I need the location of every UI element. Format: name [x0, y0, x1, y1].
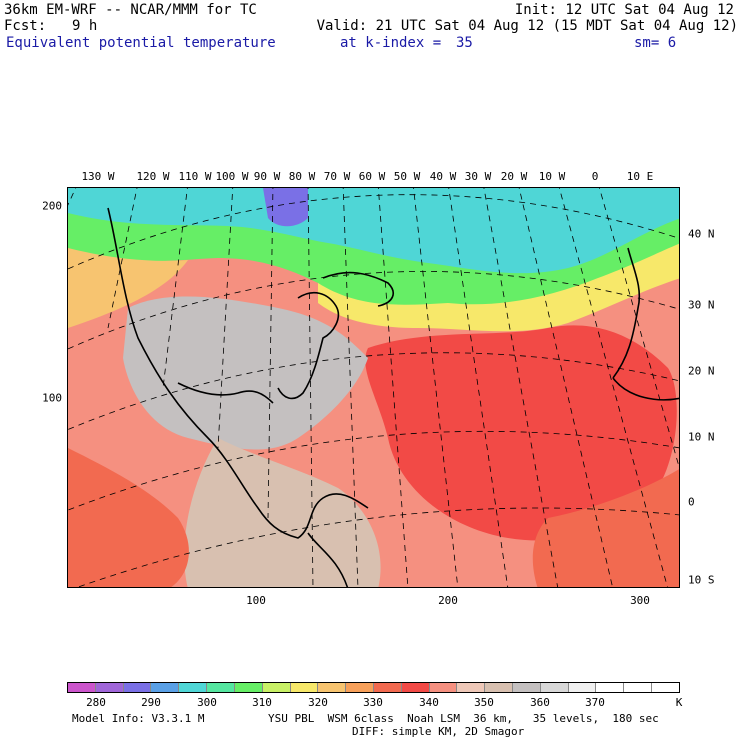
theta-e-map	[67, 187, 680, 588]
colorbar-swatch	[234, 683, 263, 692]
lat-label: 40 N	[688, 227, 715, 241]
lon-label: 130 W	[81, 170, 115, 183]
colorbar-label: 340	[419, 696, 439, 709]
colorbar-swatch	[318, 683, 347, 692]
lon-label: 70 W	[323, 170, 351, 183]
colorbar-swatch	[513, 683, 541, 692]
model-info: Model Info: V3.3.1 M	[72, 712, 205, 725]
colorbar-swatch	[568, 683, 597, 692]
field-west-band	[68, 248, 188, 328]
valid-time: Valid: 21 UTC Sat 04 Aug 12 (15 MDT Sat …	[316, 18, 738, 34]
lat-label: 30 N	[688, 298, 715, 312]
lat-label: 0	[688, 495, 695, 509]
lon-label: 90 W	[253, 170, 281, 183]
grid-label: 200	[438, 594, 458, 607]
colorbar-swatch	[652, 683, 679, 692]
colorbar-swatch	[151, 683, 180, 692]
colorbar-label: 370	[585, 696, 605, 709]
lon-label: 50 W	[393, 170, 421, 183]
diffusion-info: DIFF: simple KM, 2D Smagor	[352, 725, 525, 738]
colorbar-swatch	[262, 683, 291, 692]
lon-label: 40 W	[429, 170, 457, 183]
field-southeast-warm	[532, 469, 679, 587]
colorbar-swatch	[401, 683, 430, 692]
colorbar-swatch	[346, 683, 374, 692]
lon-label: 120 W	[136, 170, 170, 183]
grid-label: 300	[630, 594, 650, 607]
colorbar-label: 310	[252, 696, 272, 709]
grid-label: 100	[42, 391, 62, 405]
field-cold-band	[68, 188, 679, 274]
colorbar-swatch	[624, 683, 653, 692]
forecast-label: Fcst:	[4, 18, 47, 34]
physics-info: YSU PBL WSM 6class Noah LSM 36 km, 35 le…	[268, 712, 659, 725]
lon-label: 60 W	[358, 170, 386, 183]
colorbar-label: 330	[363, 696, 383, 709]
lon-label: 10 E	[626, 170, 654, 183]
lon-label: 30 W	[464, 170, 492, 183]
lat-label: 10 N	[688, 430, 715, 444]
left-grid-labels: 200 100	[0, 0, 62, 740]
lon-label: 0	[591, 170, 599, 183]
lon-label: 80 W	[288, 170, 316, 183]
grid-label: 100	[246, 594, 266, 607]
colorbar-label: 350	[474, 696, 494, 709]
colorbar-swatch	[123, 683, 152, 692]
lat-label: 10 S	[688, 573, 715, 587]
field-atlantic-warm	[365, 325, 677, 541]
smoothing-label: sm= 6	[634, 35, 677, 51]
field-tropical-land	[184, 438, 381, 587]
level-label: at k-index =	[340, 35, 442, 51]
field-yellow-band	[318, 243, 679, 332]
colorbar-swatch	[179, 683, 208, 692]
field-name: Equivalent potential temperature	[6, 35, 276, 51]
colorbar-label: 300	[197, 696, 217, 709]
init-time: Init: 12 UTC Sat 04 Aug 12	[514, 2, 734, 18]
colorbar-swatch	[429, 683, 458, 692]
colorbar-swatch	[207, 683, 235, 692]
colorbar-swatch	[457, 683, 486, 692]
level-value: 35	[456, 35, 473, 51]
lat-label: 20 N	[688, 364, 715, 378]
field-pacific-warm	[68, 448, 189, 587]
grid-label: 200	[42, 199, 62, 213]
model-title: 36km EM-WRF -- NCAR/MMM for TC	[4, 2, 257, 18]
colorbar-unit: K	[675, 696, 683, 709]
lon-label: 20 W	[500, 170, 528, 183]
colorbar-swatch	[485, 683, 513, 692]
colorbar-label: 280	[86, 696, 106, 709]
map-canvas	[68, 188, 679, 587]
colorbar-swatch	[540, 683, 569, 692]
lon-label: 110 W	[178, 170, 212, 183]
colorbar-swatch	[95, 683, 124, 692]
colorbar-swatch	[373, 683, 402, 692]
field-cold-core	[263, 188, 308, 227]
graticule	[68, 188, 679, 587]
forecast-hour: 9 h	[72, 18, 98, 34]
colorbar-swatch	[596, 683, 625, 692]
colorbar-swatch	[290, 683, 319, 692]
colorbar	[67, 682, 680, 693]
colorbar-swatch	[68, 683, 96, 692]
colorbar-label: 320	[308, 696, 328, 709]
lon-label: 10 W	[538, 170, 566, 183]
lon-label: 100 W	[215, 170, 249, 183]
colorbar-label: 360	[530, 696, 550, 709]
coastlines	[107, 207, 679, 587]
colorbar-label: 290	[141, 696, 161, 709]
